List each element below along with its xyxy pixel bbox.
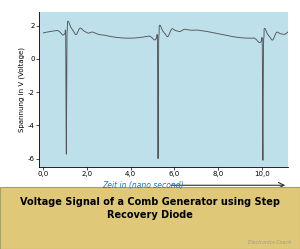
Y-axis label: Spannung in V (Voltage): Spannung in V (Voltage) bbox=[19, 47, 25, 132]
Text: Zeit in (nano second): Zeit in (nano second) bbox=[102, 181, 184, 190]
Text: Electronics Coach: Electronics Coach bbox=[248, 240, 291, 245]
FancyBboxPatch shape bbox=[0, 187, 300, 249]
Text: Voltage Signal of a Comb Generator using Step
Recovery Diode: Voltage Signal of a Comb Generator using… bbox=[20, 197, 280, 220]
